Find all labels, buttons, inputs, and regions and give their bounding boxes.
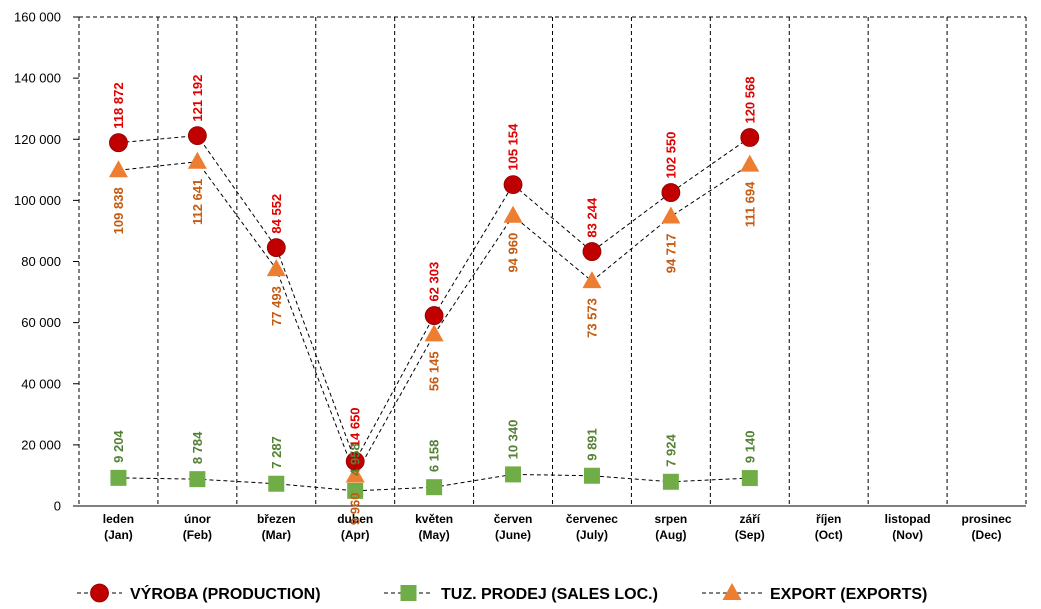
data-label-production: 62 303 <box>427 262 442 302</box>
data-labels: 118 872 109 838 9 204 121 192 112 641 8 784 84… <box>111 75 757 525</box>
data-point-export-exports <box>266 259 286 277</box>
x-tick-label: říjen <box>816 512 841 526</box>
data-point-export-exports <box>740 154 760 172</box>
data-label-export: 112 641 <box>190 179 205 225</box>
data-label-export: 9 960 <box>348 493 363 526</box>
data-label-production: 14 650 <box>348 407 363 447</box>
x-tick-label: duben <box>337 512 373 526</box>
data-label-sales: 9 140 <box>742 431 757 464</box>
data-label-sales: 9 204 <box>111 430 126 463</box>
data-point-tuz-prodej-sales-loc <box>110 469 127 486</box>
x-tick-label: prosinec <box>962 512 1012 526</box>
data-point-export-exports <box>345 465 365 483</box>
x-tick-label: září <box>739 512 760 526</box>
data-point-v-roba-production <box>740 128 760 147</box>
data-label-production: 102 550 <box>663 132 678 179</box>
y-tick-label: 100 000 <box>14 193 61 208</box>
data-point-export-exports <box>503 205 523 223</box>
x-tick-label: květen <box>415 512 453 526</box>
data-label-production: 105 154 <box>506 123 521 171</box>
x-tick-label-en: (Dec) <box>972 528 1002 542</box>
x-tick-label-en: (Nov) <box>892 528 923 542</box>
legend-marker-export-exports <box>722 583 742 600</box>
data-point-export-exports <box>582 271 602 289</box>
data-point-export-exports <box>424 324 444 342</box>
data-label-export: 73 573 <box>584 298 599 338</box>
x-tick-label-en: (Feb) <box>183 528 212 542</box>
data-point-v-roba-production <box>345 451 365 471</box>
data-label-export: 94 960 <box>506 233 521 273</box>
x-tick-label: listopad <box>885 512 931 526</box>
x-tick-label: únor <box>184 512 211 526</box>
x-tick-label: leden <box>103 512 134 526</box>
data-point-tuz-prodej-sales-loc <box>741 470 758 487</box>
data-point-v-roba-production <box>424 306 444 325</box>
x-tick-label-en: (Apr) <box>341 528 370 542</box>
data-point-v-roba-production <box>266 238 286 257</box>
data-label-sales: 10 340 <box>506 420 521 460</box>
x-tick-label: červenec <box>566 512 618 526</box>
data-label-export: 109 838 <box>111 187 126 234</box>
data-point-export-exports <box>661 206 681 224</box>
legend-marker-tuz-prodej-sales-loc <box>400 585 417 601</box>
data-point-tuz-prodej-sales-loc <box>583 467 600 484</box>
legend-label-export-exports: EXPORT (EXPORTS) <box>770 586 927 603</box>
x-tick-label: červen <box>494 512 533 526</box>
data-label-sales: 6 158 <box>427 440 442 473</box>
x-tick-label-en: (June) <box>495 528 531 542</box>
data-point-v-roba-production <box>187 126 207 146</box>
data-label-production: 120 568 <box>742 77 757 124</box>
data-label-sales: 7 287 <box>269 436 284 469</box>
y-tick-label: 0 <box>54 499 61 514</box>
y-tick-label: 40 000 <box>21 376 61 391</box>
legend-label-tuz-prodej-sales-loc: TUZ. PRODEJ (SALES LOC.) <box>441 586 658 603</box>
data-point-export-exports <box>108 160 128 178</box>
data-label-sales: 9 891 <box>584 428 599 461</box>
data-point-export-exports <box>187 151 207 169</box>
data-label-export: 111 694 <box>742 181 757 227</box>
x-tick-label: březen <box>257 512 296 526</box>
data-label-export: 94 717 <box>663 234 678 274</box>
x-tick-label-en: (Aug) <box>655 528 686 542</box>
data-point-v-roba-production <box>582 242 602 261</box>
data-point-tuz-prodej-sales-loc <box>189 471 206 488</box>
data-point-tuz-prodej-sales-loc <box>268 475 285 492</box>
y-tick-label: 80 000 <box>21 254 61 269</box>
data-point-tuz-prodej-sales-loc <box>505 466 522 483</box>
legend-marker-v-roba-production <box>90 583 109 603</box>
chart-legend: VÝROBA (PRODUCTION) TUZ. PRODEJ (SALES LO… <box>77 583 927 603</box>
legend-label-v-roba-production: VÝROBA (PRODUCTION) <box>130 584 321 603</box>
x-tick-label-en: (Mar) <box>262 528 291 542</box>
data-point-v-roba-production <box>109 133 128 153</box>
data-label-export: 56 145 <box>427 351 442 391</box>
data-label-production: 83 244 <box>584 197 599 238</box>
x-tick-label-en: (Sep) <box>735 528 765 542</box>
x-tick-label-en: (Jan) <box>104 528 133 542</box>
data-point-v-roba-production <box>661 183 681 202</box>
chart-grid <box>78 16 1027 506</box>
data-label-production: 118 872 <box>111 82 126 128</box>
data-point-tuz-prodej-sales-loc <box>347 482 364 499</box>
data-point-tuz-prodej-sales-loc <box>426 479 443 496</box>
y-tick-label: 160 000 <box>14 10 61 25</box>
x-tick-label-en: (July) <box>576 528 608 542</box>
y-tick-label: 120 000 <box>14 132 61 147</box>
data-label-sales: 8 784 <box>190 431 205 464</box>
data-label-export: 77 493 <box>269 286 284 326</box>
x-tick-label-en: (Oct) <box>815 528 843 542</box>
data-label-production: 84 552 <box>269 194 284 234</box>
data-point-v-roba-production <box>503 175 523 195</box>
x-tick-label: srpen <box>655 512 688 526</box>
y-tick-label: 140 000 <box>14 71 61 86</box>
data-label-sales: 4 958 <box>348 443 363 476</box>
x-tick-label-en: (May) <box>418 528 449 542</box>
series-markers <box>108 126 760 499</box>
y-tick-label: 60 000 <box>21 315 61 330</box>
y-tick-label: 20 000 <box>21 437 61 452</box>
data-label-production: 121 192 <box>190 75 205 122</box>
chart-axes: 0 20 000 40 000 60 000 80 000 100 000 120 000 1… <box>14 10 1026 542</box>
data-label-sales: 7 924 <box>663 433 678 466</box>
data-point-tuz-prodej-sales-loc <box>662 473 679 490</box>
